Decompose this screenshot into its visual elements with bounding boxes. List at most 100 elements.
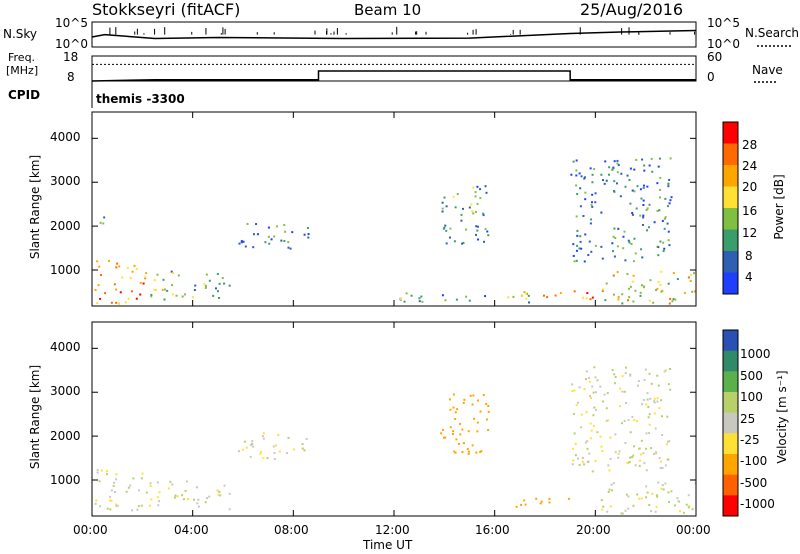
velocity-cell — [626, 462, 629, 465]
power-cell — [468, 299, 471, 302]
power-cell — [643, 164, 646, 167]
velocity-cell — [452, 406, 455, 409]
velocity-cbar-swatch — [723, 454, 738, 476]
power-cell — [130, 290, 133, 293]
velocity-cell — [266, 457, 269, 460]
velocity-ylabel: Slant Range [km] — [28, 364, 42, 470]
power-cell — [591, 205, 594, 208]
velocity-cell — [444, 436, 447, 439]
velocity-cell — [602, 400, 605, 403]
power-cell — [626, 174, 629, 177]
velocity-cell — [592, 414, 595, 417]
cpid-value: themis -3300 — [96, 92, 185, 106]
velocity-cell — [653, 397, 656, 400]
power-cell — [624, 259, 627, 262]
velocity-cell — [664, 464, 667, 467]
velocity-cell — [646, 491, 649, 494]
power-cell — [669, 157, 672, 160]
velocity-cell — [607, 464, 610, 467]
power-cell — [639, 294, 642, 297]
power-cell — [472, 186, 475, 189]
velocity-cbar-swatch — [723, 495, 738, 517]
velocity-cbar-tick: -100 — [740, 454, 768, 468]
velocity-cell — [114, 490, 117, 493]
velocity-cell — [131, 509, 134, 512]
power-cell — [642, 184, 645, 187]
nsky-panel — [91, 21, 697, 48]
power-cell — [456, 193, 459, 196]
power-cell — [204, 286, 207, 289]
velocity-cell — [623, 390, 626, 393]
velocity-cbar-swatch — [723, 371, 738, 393]
power-cell — [660, 270, 663, 273]
power-cell — [613, 227, 616, 230]
power-cell — [648, 164, 651, 167]
power-cell — [242, 240, 245, 243]
power-cell — [462, 241, 465, 244]
velocity-cell — [678, 510, 681, 513]
velocity-cbar-tick: 25 — [740, 412, 756, 426]
power-cell — [656, 287, 659, 290]
power-cell — [648, 226, 651, 229]
velocity-cell — [646, 392, 649, 395]
velocity-cell — [673, 504, 676, 507]
power-cell — [607, 173, 610, 176]
velocity-cell — [621, 512, 624, 515]
velocity-cell — [278, 450, 281, 453]
power-cell — [617, 164, 620, 167]
power-cell — [635, 207, 638, 210]
velocity-cell — [573, 412, 576, 415]
power-cell — [691, 290, 694, 293]
x-tick: 08:00 — [274, 523, 309, 537]
velocity-cell — [472, 394, 475, 397]
velocity-cell — [137, 489, 140, 492]
velocity-cell — [663, 370, 666, 373]
power-cell — [110, 301, 113, 304]
power-cell — [102, 222, 105, 225]
power-cell — [689, 280, 692, 283]
velocity-cell — [594, 391, 597, 394]
velocity-cell — [664, 482, 667, 485]
velocity-cell — [157, 504, 160, 507]
power-cell — [580, 175, 583, 178]
cpid-label: CPID — [8, 88, 41, 102]
velocity-cell — [173, 496, 176, 499]
power-cell — [576, 234, 579, 237]
velocity-cell — [643, 379, 646, 382]
power-cell — [632, 300, 635, 303]
velocity-cell — [156, 481, 159, 484]
velocity-cell — [473, 417, 476, 420]
power-cell — [656, 209, 659, 212]
velocity-cell — [657, 481, 660, 484]
velocity-cell — [185, 480, 188, 483]
power-cell — [631, 189, 634, 192]
velocity-cell — [659, 467, 662, 470]
power-cbar-tick: 16 — [742, 204, 758, 218]
power-cell — [170, 270, 173, 273]
power-cell — [656, 182, 659, 185]
velocity-cell — [648, 432, 651, 435]
power-cell — [640, 197, 643, 200]
power-cell — [482, 212, 485, 215]
velocity-cell — [578, 463, 581, 466]
power-cell — [690, 273, 693, 276]
power-cell — [630, 242, 633, 245]
power-cell — [205, 273, 208, 276]
velocity-cell — [580, 413, 583, 416]
power-cell — [668, 202, 671, 205]
velocity-cell — [619, 387, 622, 390]
power-cell — [663, 247, 666, 250]
power-cell — [487, 234, 490, 237]
power-cell — [657, 281, 660, 284]
velocity-cell — [250, 443, 253, 446]
power-cell — [600, 211, 603, 214]
power-cell — [578, 172, 581, 175]
power-cell — [284, 230, 287, 233]
power-cell — [475, 233, 478, 236]
power-cell — [632, 280, 635, 283]
velocity-cell — [251, 440, 254, 443]
power-cell — [303, 233, 306, 236]
power-cell — [575, 259, 578, 262]
power-cell — [162, 278, 165, 281]
power-cell — [418, 297, 421, 300]
